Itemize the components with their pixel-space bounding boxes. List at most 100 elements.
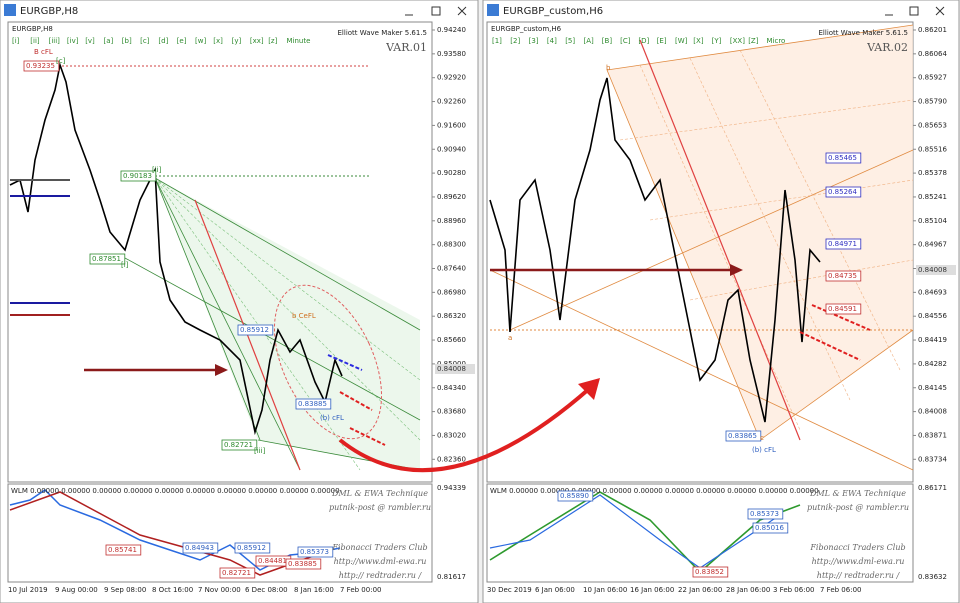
- price-axis-label: 0.86064: [918, 50, 947, 58]
- price-axis-label: 0.83734: [918, 455, 947, 463]
- price-axis-label: 0.90940: [437, 145, 466, 153]
- channel-fill: [607, 25, 913, 440]
- toolbar-button[interactable]: [2]: [510, 37, 520, 45]
- price-label: 0.85373: [300, 548, 329, 556]
- toolbar-button[interactable]: [d]: [158, 37, 168, 45]
- toolbar-button[interactable]: [i]: [12, 37, 20, 45]
- projection-lines: [799, 304, 871, 361]
- price-label: 0.83885: [288, 560, 317, 568]
- toolbar-button[interactable]: [z]: [268, 37, 277, 45]
- toolbar-button[interactable]: [y]: [232, 37, 242, 45]
- toolbar-button[interactable]: [ii]: [30, 37, 40, 45]
- channels: [124, 177, 421, 471]
- toolbar-button[interactable]: [a]: [104, 37, 114, 45]
- label-box: [182, 542, 219, 554]
- symbol-label: EURGBP,H8: [12, 25, 53, 33]
- toolbar-button[interactable]: [W]: [675, 37, 688, 45]
- toolbar-button[interactable]: [Z]: [748, 37, 759, 45]
- transfer-arrow-head: [578, 378, 600, 400]
- price-label: 0.84943: [185, 544, 214, 552]
- window-title: EURGBP,H8: [20, 6, 78, 17]
- label-box: [825, 152, 862, 164]
- current-price-box: [435, 364, 475, 374]
- toolbar-button[interactable]: [iii]: [49, 37, 61, 45]
- toolbar-button[interactable]: [4]: [547, 37, 557, 45]
- window-icon: [487, 4, 499, 16]
- price-label: 0.85465: [828, 154, 857, 162]
- toolbar-button[interactable]: [E]: [657, 37, 667, 45]
- time-axis-label: 28 Jan 06:00: [726, 586, 770, 594]
- wave-label: [ii]: [152, 166, 162, 174]
- time-axis-label: 16 Jan 06:00: [630, 586, 674, 594]
- toolbar-button[interactable]: [X]: [693, 37, 704, 45]
- price-axis-label: 0.84693: [918, 288, 947, 296]
- price-axis-label: 0.85790: [918, 98, 947, 106]
- current-price-box: [916, 265, 956, 275]
- price-axis-label: 0.83871: [918, 431, 947, 439]
- time-axis-label: 10 Jan 06:00: [583, 586, 627, 594]
- price-line: [9, 61, 343, 436]
- time-axis-label: 7 Feb 06:00: [820, 586, 861, 594]
- toolbar-button[interactable]: [c]: [140, 37, 150, 45]
- label-box: [725, 430, 762, 442]
- window-buttons[interactable]: [885, 6, 945, 16]
- price-label: 0.83865: [728, 432, 757, 440]
- price-axis-label: 0.84145: [918, 384, 947, 392]
- window-buttons[interactable]: [405, 6, 467, 16]
- time-axis-label: 9 Aug 00:00: [55, 586, 98, 594]
- indicator-name: Elliott Wave Maker 5.61.5: [819, 29, 909, 37]
- price-label: 0.83885: [298, 400, 327, 408]
- toolbar-button[interactable]: [w]: [195, 37, 206, 45]
- wave-label: [i]: [121, 261, 129, 269]
- window-title: EURGBP_custom,H6: [503, 6, 603, 17]
- price-axis-label: 0.85241: [918, 193, 947, 201]
- time-axis-label: 9 Sep 08:00: [104, 586, 146, 594]
- price-axis-label: 0.92260: [437, 98, 466, 106]
- toolbar-button[interactable]: [5]: [565, 37, 575, 45]
- projection-lines: [327, 354, 386, 446]
- toolbar-button[interactable]: [e]: [177, 37, 187, 45]
- toolbar-button[interactable]: [1]: [492, 37, 502, 45]
- sub-window: [7, 483, 433, 583]
- toolbar-button[interactable]: [A]: [584, 37, 595, 45]
- toolbar-button[interactable]: [Y]: [712, 37, 722, 45]
- price-axis-label: 0.83020: [437, 431, 466, 439]
- toolbar-button[interactable]: [v]: [85, 37, 95, 45]
- toolbar-button[interactable]: [xx]: [250, 37, 264, 45]
- red-line: [639, 39, 801, 441]
- credit: DML & EWA Technique: [331, 489, 428, 498]
- toolbar-button[interactable]: [iv]: [67, 37, 79, 45]
- grid-fan: [619, 49, 914, 431]
- toolbar-button[interactable]: [b]: [122, 37, 132, 45]
- toolbar-button[interactable]: Micro: [767, 37, 786, 45]
- label-box: [825, 238, 862, 250]
- side-levels: [10, 179, 70, 316]
- price-label: 0.90183: [123, 172, 152, 180]
- price-axis-label: 0.87640: [437, 265, 466, 273]
- toolbar-button[interactable]: Minute: [287, 37, 311, 45]
- price-axis-label: 0.84556: [918, 312, 947, 320]
- toolbar-button[interactable]: [3]: [529, 37, 539, 45]
- price-axis-label: 0.88300: [437, 241, 466, 249]
- credit: http://www.dml-ewa.ru: [812, 557, 905, 566]
- toolbar-button[interactable]: [XX]: [730, 37, 745, 45]
- wave-label: [c]: [56, 57, 66, 65]
- ellipse: [273, 284, 383, 440]
- toolbar-button[interactable]: [D]: [638, 37, 649, 45]
- price-label: 0.85890: [560, 492, 589, 500]
- toolbar-button[interactable]: [C]: [620, 37, 631, 45]
- wave-label: (b) cFL: [320, 414, 344, 422]
- sub-line: [9, 489, 341, 571]
- label-box: [752, 522, 789, 534]
- credit: http://www.dml-ewa.ru: [334, 557, 427, 566]
- channels: [489, 24, 914, 471]
- credit: http:// redtrader.ru /: [817, 571, 901, 580]
- price-axis-label: 0.88960: [437, 217, 466, 225]
- price-axis-label: 0.86320: [437, 312, 466, 320]
- credit: Fibonacci Traders Club: [809, 543, 905, 552]
- toolbar-button[interactable]: [B]: [602, 37, 613, 45]
- label-box: [234, 542, 271, 554]
- price-label: 0.84591: [828, 305, 857, 313]
- toolbar-button[interactable]: [x]: [213, 37, 223, 45]
- time-axis-label: 10 Jul 2019: [8, 586, 48, 594]
